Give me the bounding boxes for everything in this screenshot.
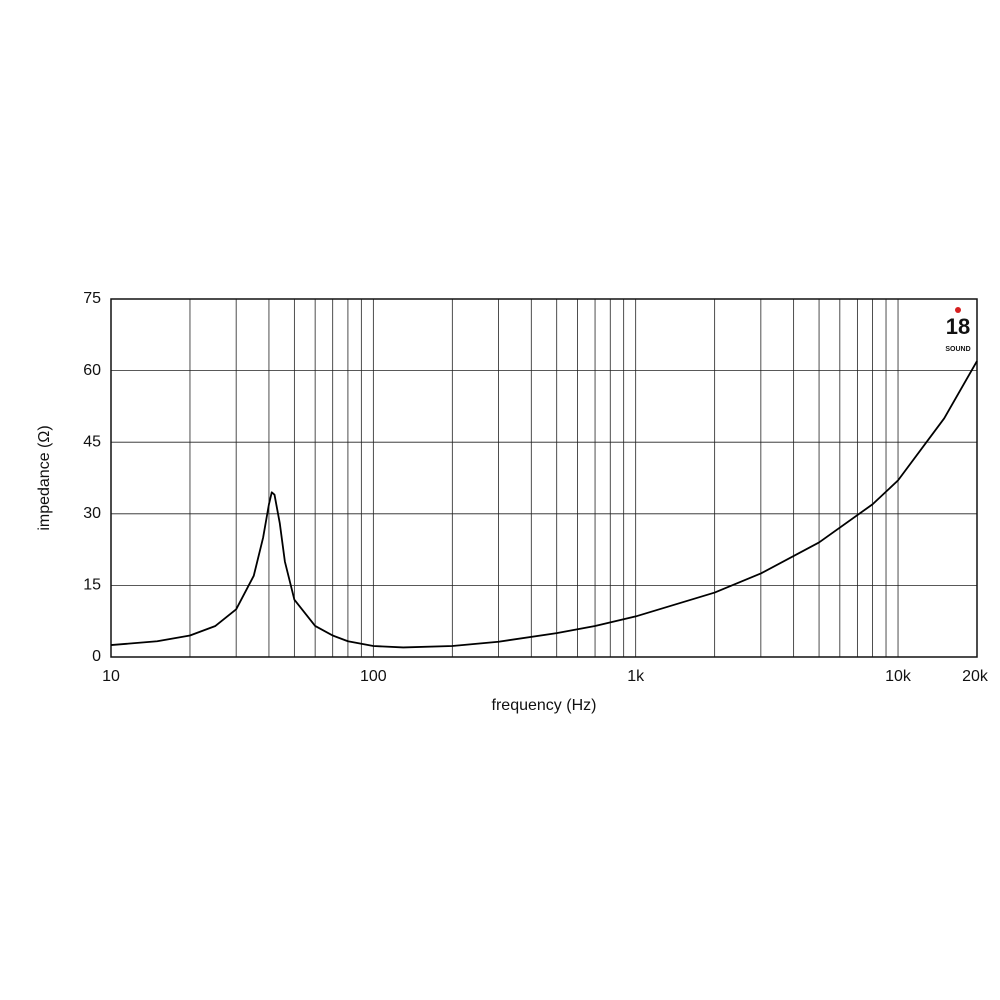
y-tick-label: 75: [83, 290, 101, 307]
y-tick-label: 60: [83, 362, 101, 379]
x-axis-label: frequency (Hz): [492, 697, 597, 714]
plot-frame: [110, 298, 978, 658]
x-tick-label: 20k: [962, 668, 989, 685]
y-tick-label: 45: [83, 433, 101, 450]
x-tick-label: 10: [102, 668, 120, 685]
x-tick-label: 1k: [627, 668, 645, 685]
impedance-curve: [110, 360, 978, 649]
y-tick-label: 30: [83, 505, 101, 522]
y-tick-label: 0: [92, 648, 101, 665]
logo: 18 SOUND: [945, 314, 970, 353]
logo-name: SOUND: [945, 346, 970, 353]
x-tick-label: 10k: [885, 668, 912, 685]
logo-star: [955, 307, 961, 313]
x-tick-label: 100: [360, 668, 387, 685]
y-axis-label: impedance (Ω): [36, 425, 53, 530]
logo-number: 18: [946, 314, 970, 339]
y-tick-label: 15: [83, 577, 101, 594]
